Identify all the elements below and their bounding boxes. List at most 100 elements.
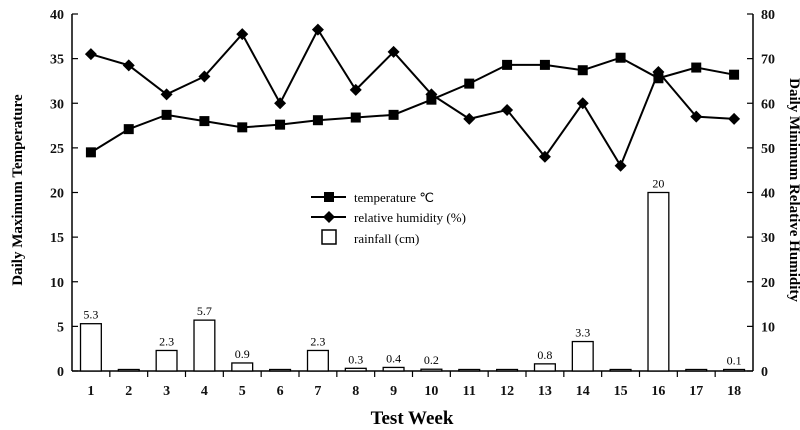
left-tick-label: 20 [50,187,64,202]
legend-swatch-rainfall [321,229,337,245]
right-tick-label: 10 [761,320,775,335]
x-tick-label: 1 [87,384,94,399]
rainfall-bar [382,366,405,372]
x-tick-label: 4 [201,384,208,399]
rainfall-data-label: 3.3 [575,326,590,340]
rainfall-data-label: 5.3 [83,308,98,322]
temperature-point [729,69,740,80]
rainfall-data-label: 2.3 [159,334,174,348]
rainfall-bar [571,340,594,372]
right-tick-label: 50 [761,142,775,157]
right-tick-label: 60 [761,97,775,112]
rainfall-bar [496,368,519,372]
rainfall-bar [193,319,216,372]
rainfall-data-label: 0.4 [386,351,401,365]
rainfall-bars [79,191,746,372]
humidity-point [576,97,589,110]
rainfall-data-label: 0.1 [727,354,742,368]
rainfall-data-label: 0.8 [537,348,552,362]
rainfall-bar [723,368,746,372]
rainfall-data-label: 2.3 [310,334,325,348]
x-tick-label: 5 [239,384,246,399]
left-tick-label: 40 [50,8,64,23]
rainfall-bar [306,349,329,372]
temperature-point [123,124,134,135]
right-tick-label: 40 [761,187,775,202]
data-labels: 5.3 2.3 5.7 0.9 2.3 0.3 0.4 0.2 0.8 3.3 20 0.1 [83,177,741,368]
humidity-point [690,110,703,123]
humidity-point [84,48,97,61]
rainfall-bar [344,367,367,372]
temperature-point [85,147,96,158]
humidity-point [614,159,627,172]
legend-marker-humidity [323,211,335,223]
rainfall-data-label: 0.2 [424,353,439,367]
humidity-point [349,83,362,96]
humidity-point [160,88,173,101]
temperature-point [464,78,475,89]
rainfall-bar [609,368,632,372]
x-tick-label: 6 [277,384,284,399]
series-markers [84,23,741,172]
x-tick-label: 2 [125,384,132,399]
x-tick-label: 10 [424,384,438,399]
right-tick-label: 0 [761,365,768,380]
rainfall-bar [117,368,140,372]
left-tick-label: 0 [57,365,64,380]
left-tick-label: 25 [50,142,64,157]
right-axis-title: Daily Minimum Relative Humidity [786,78,800,302]
legend-marker-temperature [324,192,334,202]
temperature-point [388,109,399,120]
x-tick-label: 14 [576,384,590,399]
rainfall-bar [685,368,708,372]
humidity-point [236,28,249,41]
rainfall-bar [647,191,670,372]
humidity-point [311,23,324,36]
humidity-point [728,112,741,125]
x-tick-label: 11 [463,384,476,399]
x-tick-label: 12 [500,384,514,399]
rainfall-data-label: 0.3 [348,352,363,366]
series-lines [90,27,735,168]
right-tick-label: 80 [761,8,775,23]
temperature-point [615,52,626,63]
x-tick-label: 7 [314,384,321,399]
humidity-point [501,103,514,116]
rainfall-data-label: 20 [652,177,664,191]
legend-label-rainfall: rainfall (cm) [354,231,419,246]
right-tick-label: 30 [761,231,775,246]
temperature-line [90,56,735,154]
humidity-point [463,112,476,125]
humidity-line [90,27,735,168]
x-tick-label: 18 [727,384,741,399]
left-tick-label: 10 [50,276,64,291]
left-tick-label: 15 [50,231,64,246]
temperature-point [161,109,172,120]
rainfall-bar [420,368,443,372]
left-tick-label: 30 [50,97,64,112]
x-tick-label: 8 [352,384,359,399]
rainfall-bar [269,368,292,372]
rainfall-data-label: 5.7 [197,304,212,318]
humidity-point [198,70,211,83]
temperature-point [350,112,361,123]
x-tick-label: 9 [390,384,397,399]
humidity-point [425,88,438,101]
temperature-point [237,122,248,133]
legend-label-temperature: temperature ℃ [354,190,434,205]
rainfall-bar [458,368,481,372]
rainfall-bar [79,323,102,372]
humidity-point [538,150,551,163]
x-tick-label: 3 [163,384,170,399]
temperature-point [502,59,513,70]
humidity-point [652,66,665,79]
rainfall-bar [155,349,178,372]
temperature-point [577,65,588,76]
x-tick-label: 13 [538,384,552,399]
humidity-point [274,97,287,110]
humidity-point [387,45,400,58]
temperature-point [691,62,702,73]
legend-label-humidity: relative humidity (%) [354,210,466,225]
